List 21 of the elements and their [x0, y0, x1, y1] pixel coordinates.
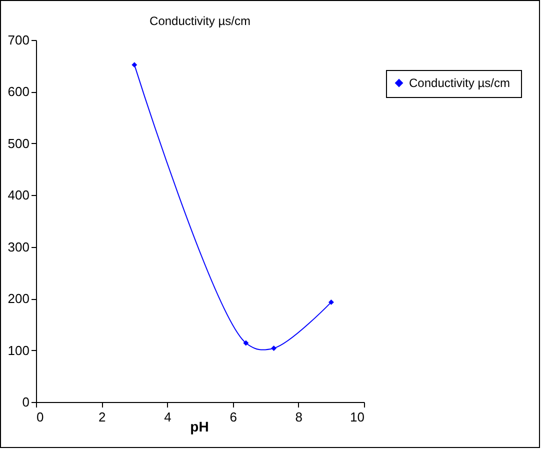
y-tick-label: 700: [8, 32, 30, 48]
y-tick-label: 400: [8, 188, 30, 203]
x-tick-label: 0: [36, 410, 44, 424]
point: [243, 340, 249, 346]
y-tick-label: 500: [8, 136, 30, 151]
x-tick-label: 2: [98, 410, 106, 424]
x-tick-label: 4: [164, 410, 172, 424]
chart-title: Conductivity µs/cm: [150, 14, 250, 28]
x-tick-label: 10: [350, 410, 364, 424]
y-tick-label: 300: [8, 239, 30, 254]
legend-label: Conductivity µs/cm: [409, 76, 510, 90]
y-tick-label: 100: [8, 342, 30, 358]
point: [271, 345, 277, 351]
y-tick-label: 200: [8, 291, 30, 306]
x-tick-label: 8: [295, 410, 303, 424]
x-tick-label: 6: [230, 410, 237, 424]
y-tick-label: 0: [22, 394, 30, 410]
y-tick-label: 600: [8, 84, 30, 100]
x-axis-title: pH: [190, 418, 209, 434]
point: [328, 299, 334, 305]
point: [132, 62, 138, 68]
